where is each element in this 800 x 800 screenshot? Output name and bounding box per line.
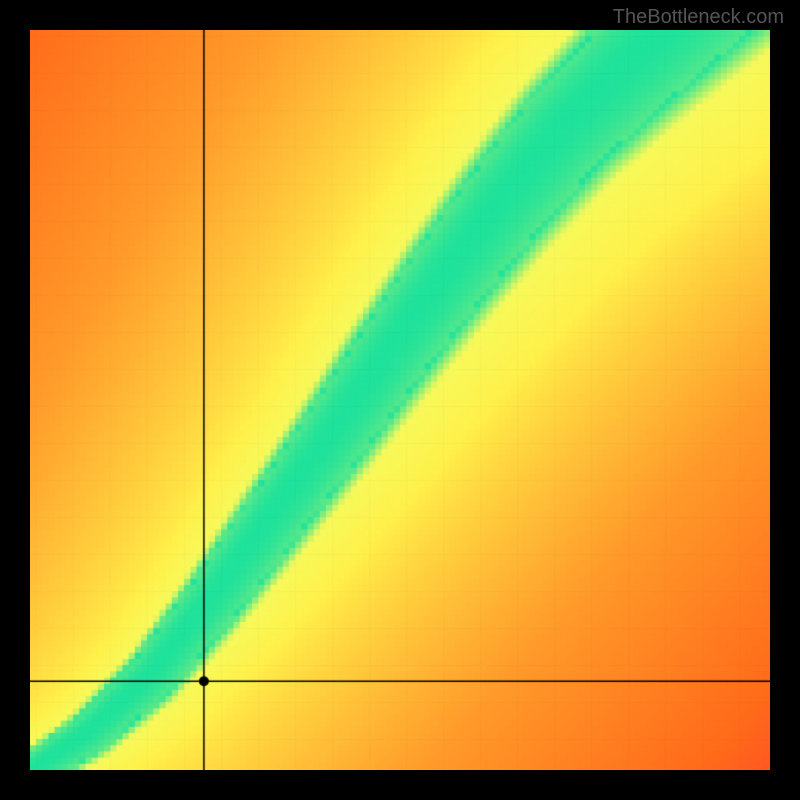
chart-container: TheBottleneck.com <box>0 0 800 800</box>
heatmap-canvas <box>30 30 770 770</box>
heatmap-plot <box>30 30 770 770</box>
watermark-text: TheBottleneck.com <box>613 6 784 29</box>
